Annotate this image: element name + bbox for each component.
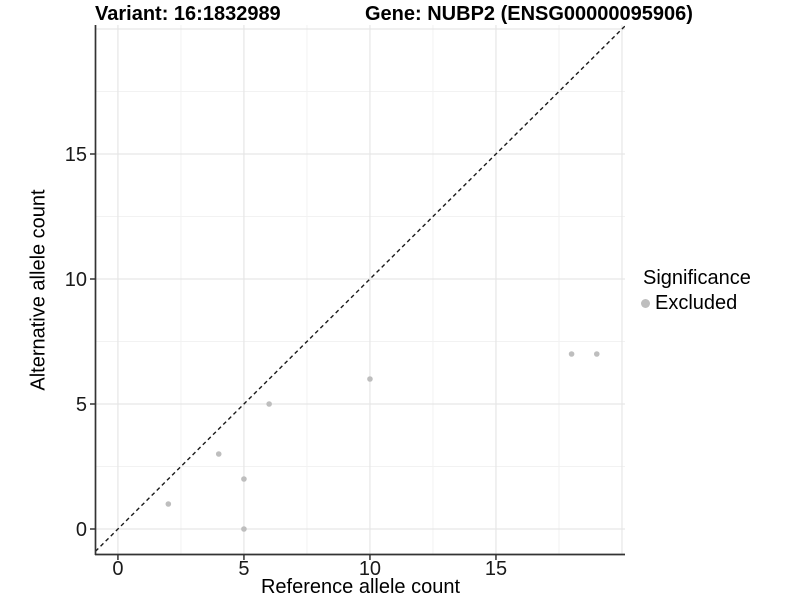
y-tick-label: 5 [76,394,87,416]
data-point [367,376,373,382]
y-axis-title: Alternative allele count [27,189,50,391]
y-tick-label: 15 [65,144,87,166]
legend-key-point-icon [641,298,650,308]
legend-title: Significance [643,267,751,289]
identity-line [96,25,625,552]
data-point [241,476,247,482]
x-tick-label: 0 [112,558,123,580]
x-tick-label: 15 [485,558,507,580]
plot-title-variant: Variant: 16:1832989 [95,3,281,25]
data-point [165,501,172,507]
y-tick-label: 0 [76,519,87,541]
legend-entry-label: Excluded [655,292,738,314]
x-tick-label: 5 [238,558,249,580]
plot-title-gene: Gene: NUBP2 (ENSG00000095906) [365,3,693,25]
data-point [241,526,247,532]
data-point [568,351,575,357]
legend: Significance Excluded [641,265,751,315]
legend-entry: Excluded [641,291,751,315]
x-tick-label: 10 [359,558,381,580]
x-axis-title: Reference allele count [260,576,460,598]
data-point [593,351,600,357]
data-point [266,401,272,407]
data-point [215,451,222,457]
y-tick-label: 10 [65,269,87,291]
